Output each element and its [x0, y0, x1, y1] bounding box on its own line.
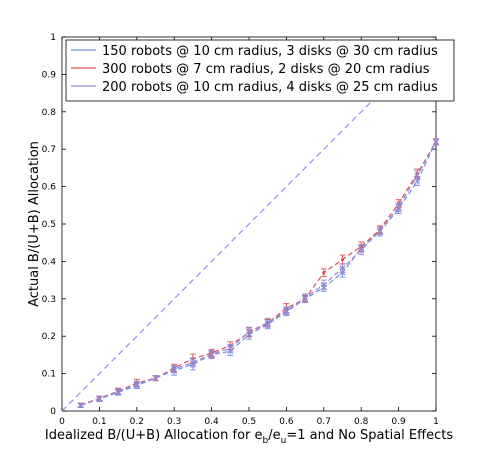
data-point [115, 388, 121, 395]
data-point [96, 395, 103, 402]
legend-entries: 150 robots @ 10 cm radius, 3 disks @ 30 … [71, 44, 438, 95]
axis-ticks: 0 0.1 0.2 0.3 0.4 0.5 0.6 0.7 0.8 0.9 1 0 0.1 0.2 0.3 0… [42, 33, 439, 427]
y-axis-label: Actual B/(U+B) Allocation [27, 141, 42, 307]
y-tick-label: 0.4 [42, 257, 57, 267]
y-tick-label: 0.5 [42, 220, 56, 230]
data-point [171, 366, 178, 373]
x-tick-label: 0.1 [92, 417, 106, 427]
data-point [77, 402, 84, 409]
x-axis-label-main: Idealized B/(U+B) Allocation for e [45, 428, 263, 443]
x-tick-label: 0 [59, 417, 65, 427]
data-point [414, 172, 421, 179]
data-point [377, 227, 383, 234]
data-point [339, 265, 346, 272]
x-axis-label-mid: /e [268, 428, 280, 443]
legend-label: 150 robots @ 10 cm radius, 3 disks @ 30 … [102, 44, 438, 59]
y-tick-label: 0.7 [42, 145, 56, 155]
x-axis-label-sub-u: u [281, 436, 287, 446]
y-tick-label: 0.3 [42, 295, 56, 305]
y-tick-label: 0.9 [42, 70, 57, 80]
data-point [152, 375, 159, 381]
data-point [264, 319, 271, 326]
series-line [80, 141, 437, 406]
y-tick-label: 1 [50, 33, 56, 43]
data-point [227, 345, 234, 352]
x-tick-label: 0.2 [130, 417, 144, 427]
data-point [414, 178, 421, 184]
x-tick-label: 0.6 [279, 417, 294, 427]
x-axis-label-tail: =1 and No Spatial Effects [286, 428, 453, 443]
legend-box [65, 39, 455, 102]
legend-label: 200 robots @ 10 cm radius, 4 disks @ 25 … [102, 80, 438, 95]
series-group [77, 138, 439, 409]
data-point [358, 247, 365, 254]
y-tick-label: 0.6 [42, 183, 57, 193]
x-tick-label: 0.8 [354, 417, 369, 427]
data-point [208, 351, 215, 358]
data-point [320, 281, 327, 288]
data-point [395, 204, 402, 211]
x-axis-label: Idealized B/(U+B) Allocation for eb/eu=1… [45, 428, 453, 446]
data-point [340, 257, 345, 262]
y-tick-label: 0.2 [42, 332, 56, 342]
x-tick-label: 1 [433, 417, 439, 427]
y-tick-label: 0 [50, 407, 56, 417]
x-tick-label: 0.9 [391, 417, 406, 427]
data-point [283, 307, 290, 314]
data-point [322, 271, 326, 275]
y-tick-label: 0.8 [42, 108, 57, 118]
data-point [433, 138, 439, 145]
series-3 [77, 138, 439, 409]
legend: 150 robots @ 10 cm radius, 3 disks @ 30 … [65, 39, 455, 102]
x-tick-label: 0.7 [317, 417, 331, 427]
data-point [133, 381, 140, 387]
legend-label: 300 robots @ 7 cm radius, 2 disks @ 20 c… [102, 62, 430, 77]
x-tick-label: 0.5 [242, 417, 256, 427]
data-point [190, 359, 196, 366]
x-tick-label: 0.4 [204, 417, 219, 427]
data-point [246, 328, 252, 335]
data-point [302, 294, 308, 301]
y-tick-label: 0.1 [42, 370, 56, 380]
x-axis-label-sub-b: b [263, 436, 269, 446]
x-tick-label: 0.3 [167, 417, 181, 427]
